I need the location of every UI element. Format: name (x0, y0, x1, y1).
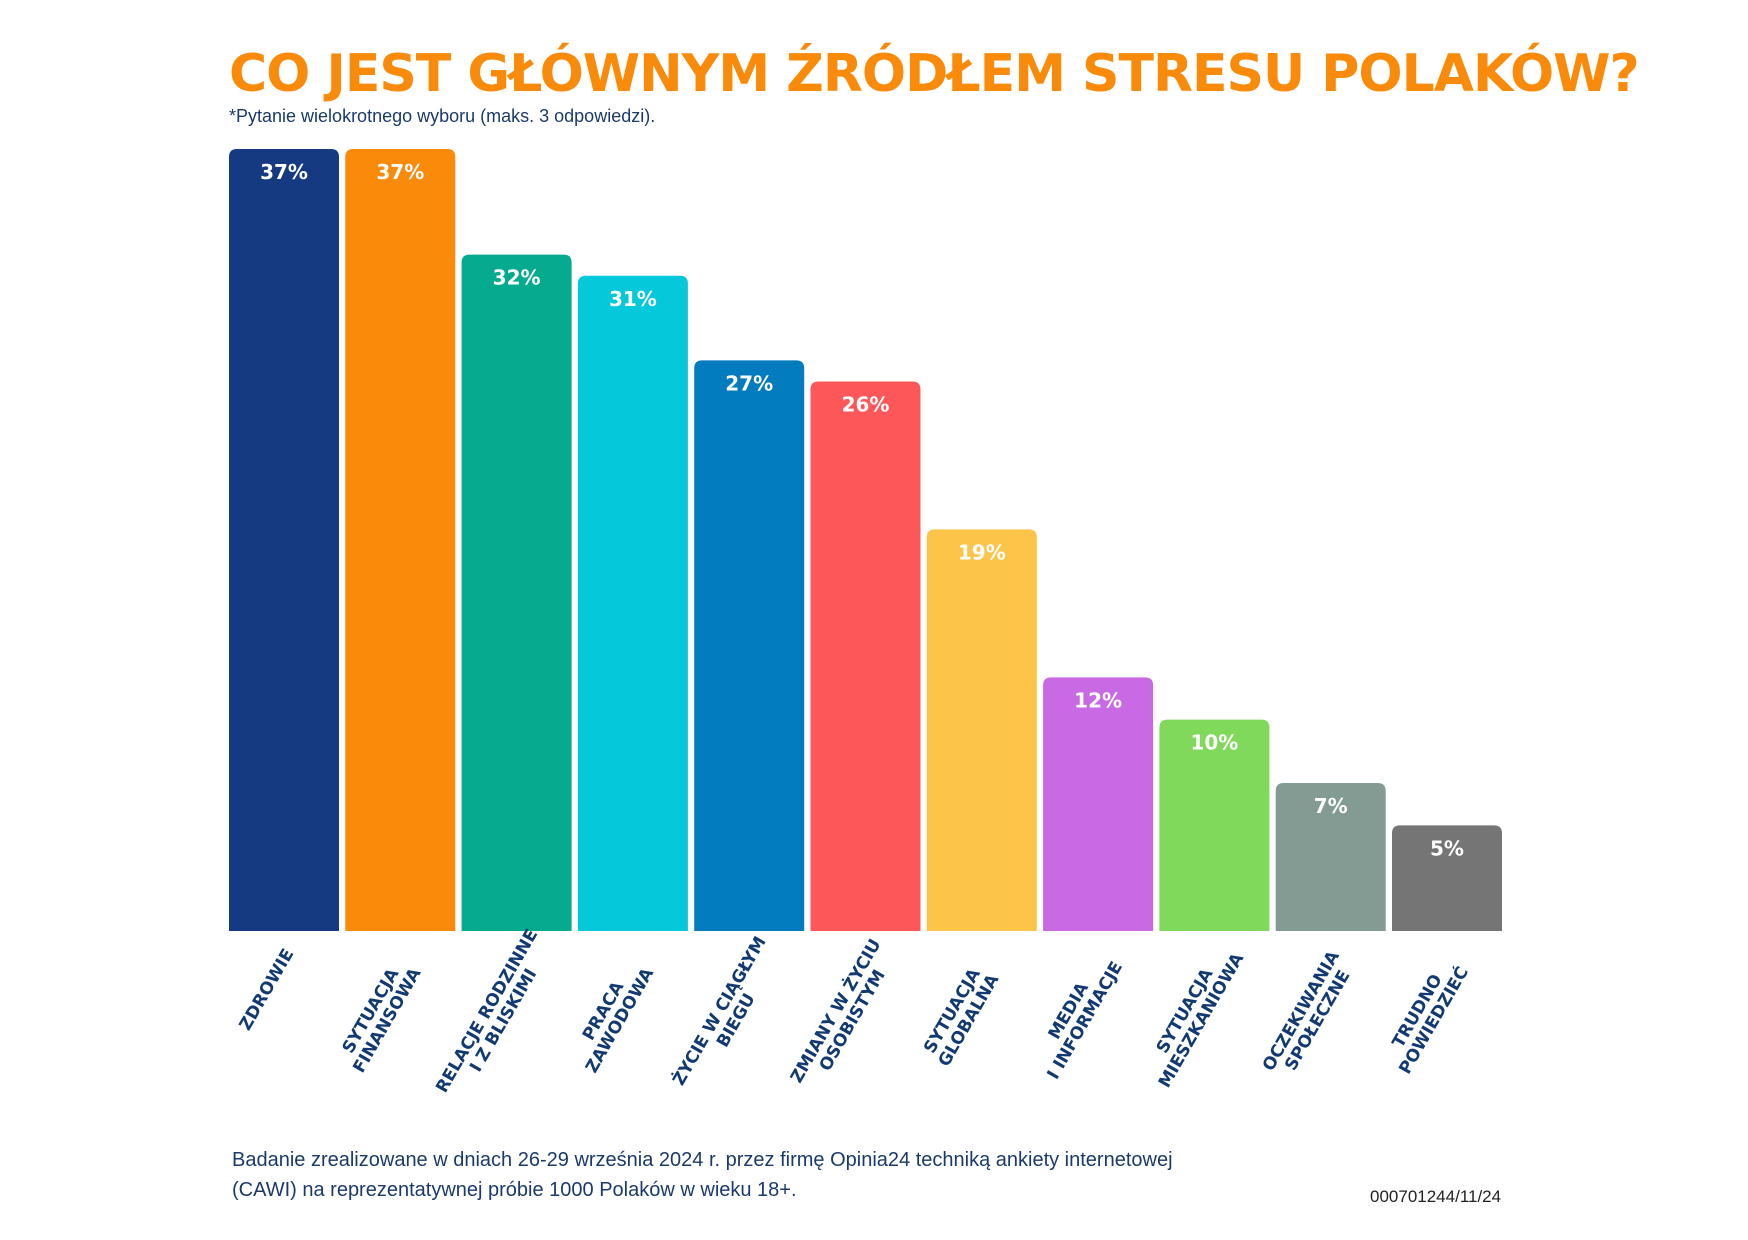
bar-value-label: 27% (725, 371, 773, 395)
bar-value-label: 19% (958, 540, 1006, 564)
bar (1275, 783, 1386, 931)
bar-value-label: 37% (260, 160, 308, 184)
chart-subtitle: *Pytanie wielokrotnego wyboru (maks. 3 o… (229, 106, 656, 126)
category-label: ZDROWIE (236, 946, 299, 1035)
bar-value-label: 32% (493, 266, 541, 290)
bar (345, 149, 456, 931)
document-code: 000701244/11/24 (1370, 1187, 1502, 1206)
bar (810, 381, 921, 932)
bar (1043, 677, 1154, 931)
bar (461, 254, 572, 932)
chart-title: CO JEST GŁÓWNYM ŹRÓDŁEM STRESU POLAKÓW? (229, 44, 1640, 104)
category-label-line: ŻYCIE W CIĄGŁYM (667, 932, 770, 1089)
category-label-line: RELACJE RODZINNE (432, 926, 542, 1097)
bar (229, 149, 339, 931)
bar-value-label: 37% (376, 160, 424, 184)
bar-value-label: 5% (1430, 836, 1464, 860)
bar-value-label: 31% (609, 287, 657, 311)
bar (1392, 825, 1502, 931)
bar (926, 529, 1037, 931)
bar-value-label: 10% (1190, 731, 1238, 755)
bar (577, 275, 688, 932)
bar (694, 360, 805, 932)
bar (1159, 719, 1270, 931)
bar-value-label: 26% (842, 392, 890, 416)
bar-value-label: 7% (1314, 794, 1348, 818)
survey-footnote: Badanie zrealizowane w dniach 26-29 wrze… (232, 1149, 1173, 1201)
bar-value-label: 12% (1074, 688, 1122, 712)
category-label-line: ZDROWIE (236, 946, 299, 1035)
